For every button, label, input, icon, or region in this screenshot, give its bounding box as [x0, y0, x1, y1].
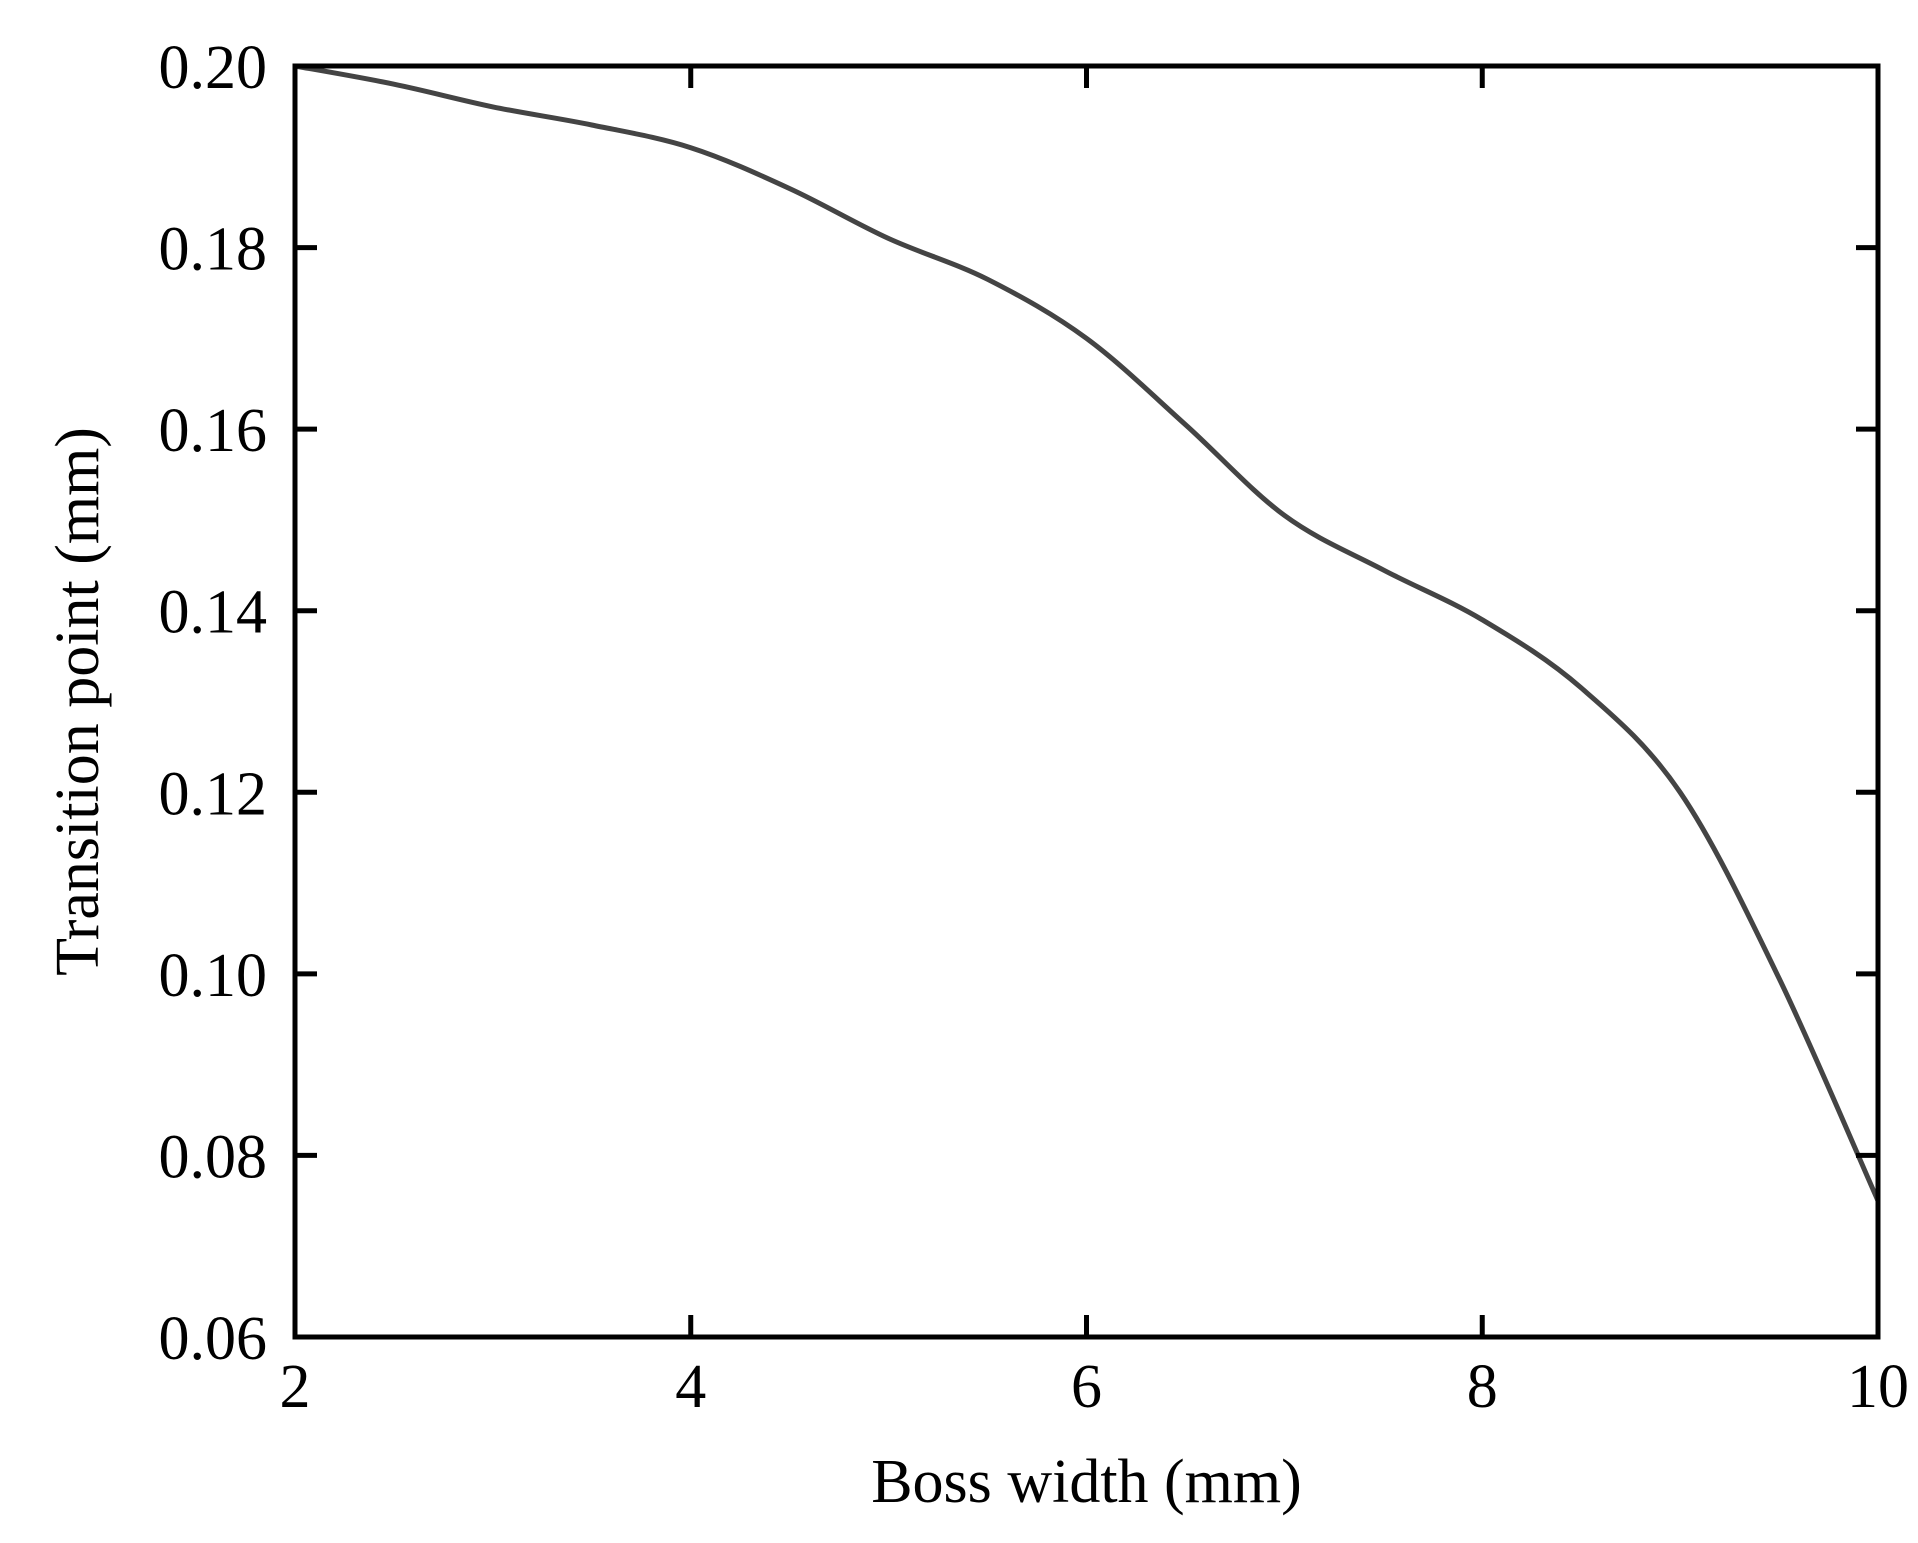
- x-tick-label: 2: [280, 1353, 311, 1421]
- plot-frame: [292, 63, 1881, 1340]
- y-tick-label: 0.14: [159, 579, 268, 647]
- series-line: [294, 63, 1881, 1202]
- y-tick-label: 0.08: [159, 1123, 268, 1191]
- x-tick-label: 10: [1847, 1353, 1909, 1421]
- marks-layer: [294, 63, 1881, 1202]
- y-tick-label: 0.12: [159, 760, 268, 828]
- labels-layer: 2 4 6 8 10 0.06 0.08 0.10 0.12 0.14 0.16 0.18 0.20: [159, 34, 1910, 1421]
- y-tick-label: 0.10: [159, 942, 268, 1010]
- x-tick-label: 6: [1071, 1353, 1102, 1421]
- y-tick-label: 0.18: [159, 216, 268, 284]
- y-axis-title: Transition point (mm): [44, 427, 112, 976]
- x-tick-label: 8: [1467, 1353, 1498, 1421]
- y-tick-label: 0.16: [159, 397, 268, 465]
- y-tick-label: 0.20: [159, 34, 268, 102]
- y-tick-label: 0.06: [159, 1305, 268, 1373]
- x-axis-title: Boss width (mm): [871, 1448, 1302, 1516]
- ticks-layer: [292, 63, 1881, 1340]
- x-tick-label: 4: [675, 1353, 706, 1421]
